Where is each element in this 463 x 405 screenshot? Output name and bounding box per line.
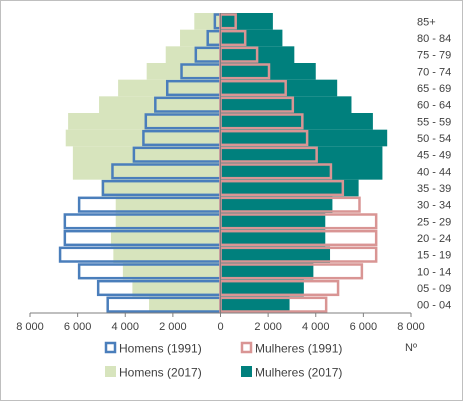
legend-swatch	[240, 341, 253, 354]
category-label: 00 - 04	[417, 300, 451, 312]
bar-mulheres-2017-0	[220, 296, 290, 313]
bar-mulheres-2017-12	[220, 96, 352, 113]
x-tick-label: 2 000	[254, 321, 282, 333]
x-axis-label: Nº	[405, 342, 417, 354]
category-label: 80 - 84	[417, 33, 451, 45]
bar-homens-2017-9	[72, 146, 221, 163]
bar-homens-2017-3	[113, 246, 221, 263]
bar-mulheres-2017-8	[220, 163, 383, 180]
category-labels: 00 - 04 05 - 09 10 - 14 15 - 19 20 - 24 25 - …	[417, 16, 451, 311]
bar-homens-2017-6	[115, 196, 221, 213]
category-label: 45 - 49	[417, 150, 451, 162]
legend-swatch	[104, 341, 117, 354]
category-label: 70 - 74	[417, 66, 451, 78]
legend-swatch	[241, 366, 252, 377]
bar-mulheres-2017-1	[220, 279, 304, 297]
bar-homens-2017-15	[165, 46, 221, 63]
x-tick-label: 6 000	[64, 321, 92, 333]
x-tick-label: 2 000	[159, 321, 187, 333]
bar-homens-2017-14	[146, 63, 221, 80]
x-tick-label: 8 000	[16, 321, 44, 333]
category-label: 65 - 69	[417, 83, 451, 95]
bar-mulheres-2017-3	[220, 246, 331, 263]
bar-mulheres-2017-7	[220, 179, 359, 197]
legend-label: Homens (1991)	[119, 342, 202, 356]
bar-homens-2017-11	[68, 113, 221, 130]
bar-mulheres-2017-6	[220, 196, 333, 213]
x-ticks: 8 000 6 000 4 000 2 000 0 2 000 4 000 6 000 8 00…	[16, 313, 425, 333]
category-label: 30 - 34	[417, 200, 451, 212]
category-label: 55 - 59	[417, 116, 451, 128]
bar-mulheres-2017-4	[220, 229, 326, 247]
legend: Homens (1991) Mulheres (1991) Homens (2017…	[104, 341, 342, 380]
bars-2017	[65, 13, 388, 313]
category-label: 40 - 44	[417, 166, 451, 178]
legend-label: Homens (2017)	[119, 366, 202, 380]
x-tick-label: 8 000	[397, 321, 425, 333]
x-tick-label: 4 000	[302, 321, 330, 333]
bar-homens-2017-13	[118, 79, 221, 97]
bar-homens-2017-0	[149, 296, 221, 313]
category-label: 05 - 09	[417, 283, 451, 295]
bar-homens-2017-7	[101, 179, 221, 197]
bar-homens-2017-2	[122, 263, 221, 280]
bar-homens-2017-12	[99, 96, 221, 113]
bar-mulheres-2017-9	[220, 146, 383, 163]
bar-mulheres-2017-11	[220, 113, 373, 130]
category-label: 35 - 39	[417, 183, 451, 195]
legend-label: Mulheres (2017)	[255, 366, 342, 380]
bar-homens-2017-16	[180, 29, 221, 47]
bar-mulheres-2017-17	[220, 13, 273, 30]
legend-swatch	[105, 366, 116, 377]
category-label: 15 - 19	[417, 250, 451, 262]
category-label: 10 - 14	[417, 266, 451, 278]
bar-mulheres-2017-2	[220, 263, 314, 280]
category-label: 85+	[417, 16, 436, 28]
bar-homens-2017-8	[72, 163, 221, 180]
category-label: 25 - 29	[417, 216, 451, 228]
x-tick-label: 0	[217, 321, 223, 333]
bar-mulheres-2017-16	[220, 29, 283, 47]
legend-label: Mulheres (1991)	[255, 342, 342, 356]
category-label: 75 - 79	[417, 50, 451, 62]
bar-mulheres-2017-5	[220, 213, 326, 230]
bar-mulheres-2017-10	[220, 129, 388, 147]
bar-mulheres-2017-13	[220, 79, 338, 97]
x-tick-label: 4 000	[111, 321, 139, 333]
category-label: 20 - 24	[417, 233, 451, 245]
category-label: 60 - 64	[417, 100, 451, 112]
x-tick-label: 6 000	[350, 321, 378, 333]
bar-homens-2017-4	[110, 229, 221, 247]
category-label: 50 - 54	[417, 133, 451, 145]
bar-homens-2017-1	[132, 279, 221, 297]
bar-homens-2017-5	[115, 213, 221, 230]
